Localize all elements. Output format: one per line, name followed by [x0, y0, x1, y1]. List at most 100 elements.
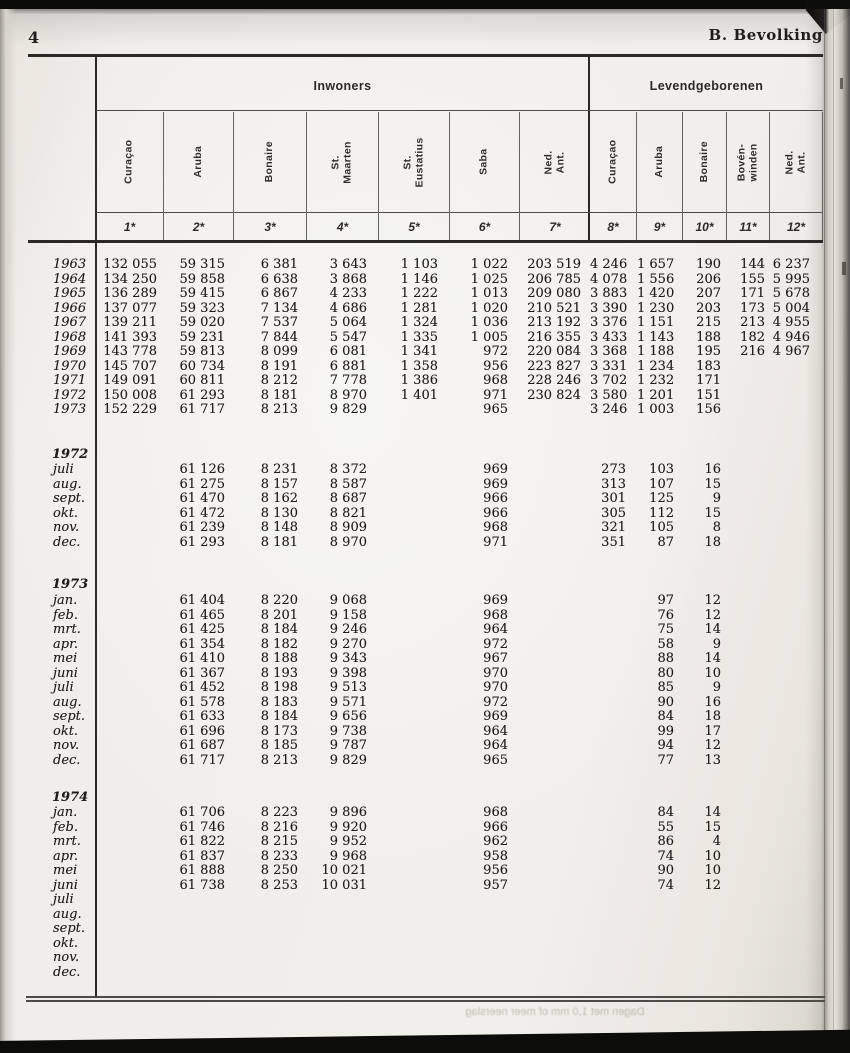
- data-cell: [520, 667, 590, 682]
- data-cell: 183: [696, 358, 721, 374]
- data-cell: [96, 937, 164, 952]
- data-cell: 969: [483, 462, 508, 477]
- data-cell: [234, 937, 307, 952]
- data-cell: 966: [483, 491, 508, 506]
- data-cell: [770, 536, 823, 551]
- data-cell: [727, 754, 770, 769]
- data-cell: 14: [704, 622, 721, 637]
- data-cell: [637, 893, 683, 908]
- data-cell: [379, 710, 450, 725]
- row-label: okt.: [53, 935, 79, 951]
- data-cell: 5 678: [772, 286, 810, 301]
- data-cell: 3 433: [590, 329, 628, 345]
- scanner-edge-top: [0, 0, 850, 9]
- data-cell: [96, 667, 164, 682]
- data-cell: 188: [696, 329, 721, 345]
- data-cell: [770, 966, 823, 981]
- data-cell: [727, 922, 770, 937]
- data-cell: 61 470: [179, 491, 226, 506]
- column-header-12: Ned. Ant. 12*: [770, 112, 823, 240]
- data-cell: 968: [483, 607, 508, 623]
- row-label: 1966: [53, 300, 87, 316]
- column-name-rotated: Ned. Ant.: [783, 150, 808, 174]
- data-cell: [234, 966, 307, 981]
- data-cell: 151: [696, 387, 721, 403]
- page-number: 4: [28, 28, 40, 47]
- data-cell: 216 355: [527, 329, 581, 345]
- data-cell: [727, 360, 770, 375]
- data-cell: [164, 951, 234, 966]
- data-cell: [520, 492, 590, 507]
- data-cell: 8 157: [260, 476, 298, 492]
- column-header-5: St. Eustatius 5*: [379, 112, 450, 240]
- data-cell: [379, 638, 450, 653]
- row-label: feb.: [53, 607, 78, 623]
- data-cell: 969: [483, 593, 508, 608]
- data-cell: [770, 463, 823, 478]
- data-cell: [234, 908, 307, 923]
- data-cell: [770, 951, 823, 966]
- row-label: sept.: [53, 709, 86, 724]
- row-label: 1967: [53, 315, 87, 330]
- data-cell: [520, 536, 590, 551]
- data-cell: 972: [483, 344, 508, 359]
- data-cell: [727, 821, 770, 836]
- data-cell: [727, 806, 770, 821]
- data-cell: 8 215: [260, 834, 298, 849]
- scanner-edge-strip: [0, 9, 850, 14]
- table-bottom-rule: [26, 1000, 825, 1002]
- row-label: dec.: [53, 964, 81, 980]
- data-cell: [379, 696, 450, 711]
- data-cell: 956: [483, 863, 508, 878]
- data-cell: 1 003: [637, 402, 675, 417]
- row-label: apr.: [53, 636, 78, 652]
- data-cell: [590, 951, 637, 966]
- data-cell: [770, 893, 823, 908]
- data-cell: 195: [696, 344, 721, 359]
- data-cell: [379, 864, 450, 879]
- data-cell: [96, 536, 164, 551]
- data-cell: [727, 739, 770, 754]
- data-cell: 1 234: [637, 358, 675, 374]
- data-cell: 4 955: [772, 315, 810, 330]
- data-cell: 8 184: [260, 622, 298, 637]
- data-cell: [770, 623, 823, 638]
- data-cell: 59 323: [179, 300, 226, 316]
- data-cell: [727, 638, 770, 653]
- data-cell: 6 381: [260, 257, 298, 272]
- data-cell: 61 706: [179, 805, 226, 820]
- column-name-rotated: Curaçao: [606, 139, 619, 185]
- data-cell: 59 415: [179, 286, 226, 301]
- data-cell: 59 020: [179, 315, 226, 330]
- data-cell: [520, 821, 590, 836]
- data-cell: 12: [704, 607, 721, 623]
- data-cell: 965: [483, 752, 508, 768]
- data-cell: 10: [704, 848, 721, 864]
- data-cell: [590, 879, 637, 894]
- data-cell: [590, 850, 637, 865]
- data-cell: 15: [704, 505, 721, 521]
- data-cell: 74: [657, 848, 674, 864]
- data-cell: [520, 623, 590, 638]
- data-cell: [590, 696, 637, 711]
- data-cell: 9: [712, 680, 721, 695]
- data-cell: 3 368: [590, 344, 628, 359]
- data-cell: 8 099: [260, 344, 298, 359]
- data-cell: 6 638: [260, 271, 298, 287]
- data-cell: [590, 835, 637, 850]
- data-cell: 966: [483, 819, 508, 835]
- data-cell: [520, 864, 590, 879]
- data-cell: [727, 389, 770, 404]
- data-cell: 7 844: [260, 329, 298, 345]
- data-cell: 969: [483, 476, 508, 492]
- data-cell: 1 232: [637, 373, 675, 388]
- data-cell: [96, 835, 164, 850]
- data-cell: [520, 850, 590, 865]
- data-cell: [379, 681, 450, 696]
- data-cell: [96, 879, 164, 894]
- data-cell: 155: [740, 271, 765, 287]
- data-cell: 215: [696, 315, 721, 330]
- data-cell: 9 656: [329, 709, 367, 724]
- column-ref-number: 9*: [637, 212, 682, 240]
- data-cell: 209 080: [527, 286, 581, 301]
